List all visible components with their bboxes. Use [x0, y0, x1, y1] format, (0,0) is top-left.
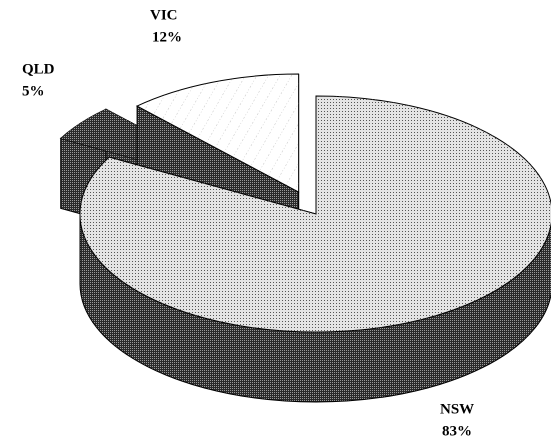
slice-label: NSW — [440, 401, 474, 417]
value-label: 12% — [152, 29, 182, 45]
slice-label: QLD — [22, 61, 55, 77]
value-label: 83% — [442, 423, 472, 439]
slice-texture — [137, 74, 299, 193]
slice-label: VIC — [150, 7, 178, 23]
value-label: 5% — [22, 83, 45, 99]
slice-texture — [80, 96, 551, 332]
